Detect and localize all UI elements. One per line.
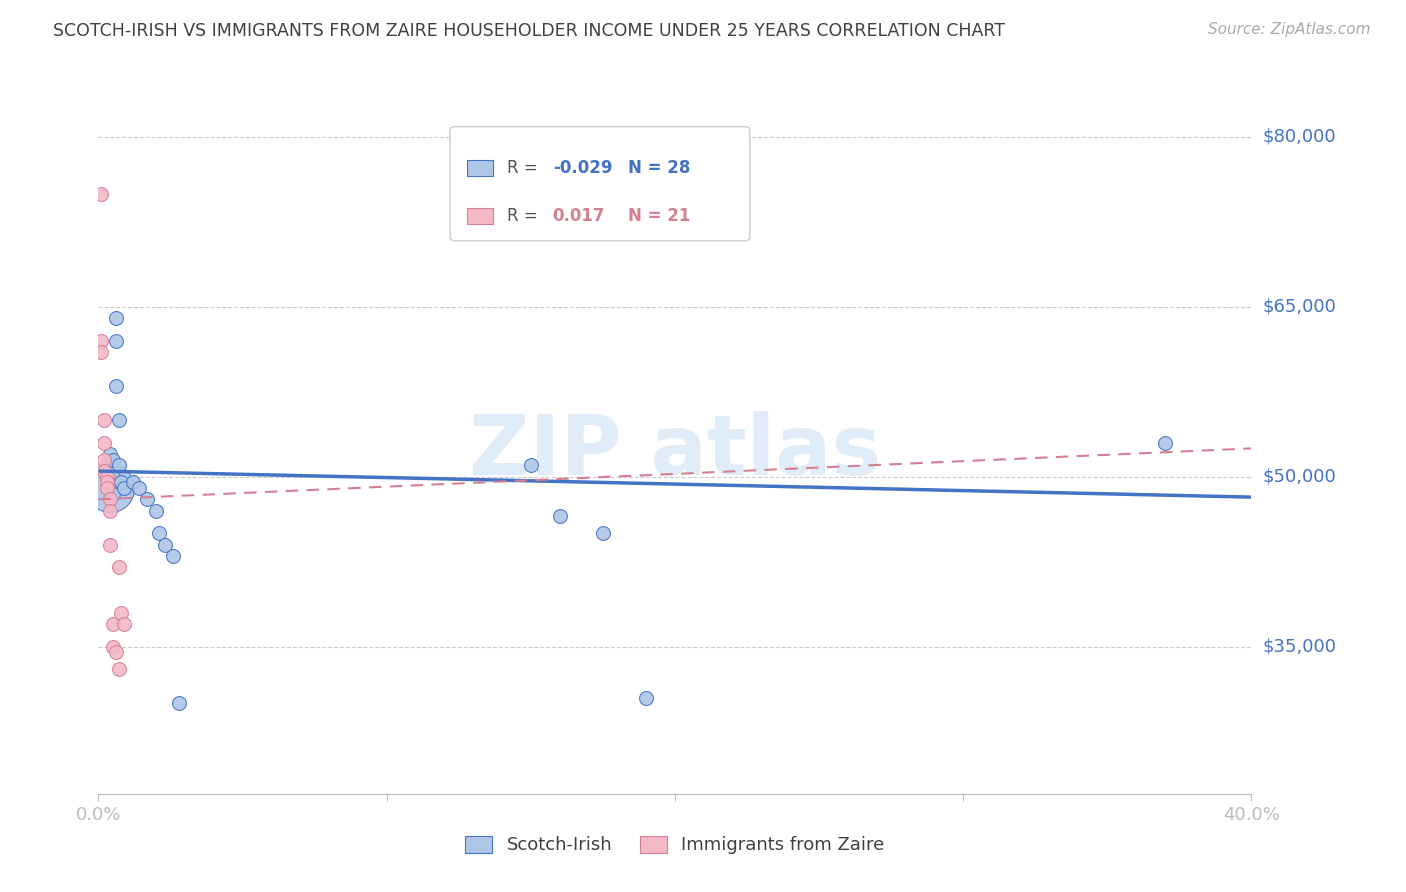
- Text: R =: R =: [506, 159, 543, 177]
- Point: [96, 469, 118, 483]
- Point: [136, 492, 159, 507]
- Point: [145, 504, 167, 518]
- Text: -0.029: -0.029: [553, 159, 612, 177]
- Point: [101, 452, 124, 467]
- Point: [112, 617, 135, 632]
- Point: [96, 481, 118, 495]
- Point: [104, 379, 127, 393]
- Point: [107, 413, 129, 427]
- Text: $65,000: $65,000: [1263, 298, 1337, 316]
- FancyBboxPatch shape: [467, 160, 492, 176]
- Point: [93, 452, 115, 467]
- Point: [90, 345, 112, 359]
- Point: [167, 696, 190, 710]
- Point: [101, 640, 124, 654]
- Text: R =: R =: [506, 207, 543, 225]
- Point: [93, 464, 115, 478]
- Point: [592, 526, 614, 541]
- Point: [104, 645, 127, 659]
- Point: [112, 481, 135, 495]
- Point: [101, 469, 124, 483]
- Point: [520, 458, 543, 473]
- Point: [101, 617, 124, 632]
- Point: [93, 435, 115, 450]
- Point: [548, 509, 571, 524]
- Point: [90, 186, 112, 201]
- Point: [96, 458, 118, 473]
- Point: [162, 549, 184, 563]
- Point: [148, 526, 170, 541]
- FancyBboxPatch shape: [467, 208, 492, 224]
- Text: SCOTCH-IRISH VS IMMIGRANTS FROM ZAIRE HOUSEHOLDER INCOME UNDER 25 YEARS CORRELAT: SCOTCH-IRISH VS IMMIGRANTS FROM ZAIRE HO…: [53, 22, 1005, 40]
- Point: [96, 475, 118, 490]
- Point: [122, 475, 145, 490]
- Point: [98, 447, 121, 461]
- Text: 0.017: 0.017: [553, 207, 605, 225]
- Text: N = 28: N = 28: [627, 159, 690, 177]
- Point: [98, 481, 121, 495]
- Text: $35,000: $35,000: [1263, 638, 1337, 656]
- Point: [98, 469, 121, 483]
- Text: $80,000: $80,000: [1263, 128, 1337, 146]
- Point: [98, 538, 121, 552]
- Point: [110, 475, 132, 490]
- Point: [636, 690, 658, 705]
- Point: [104, 334, 127, 348]
- Text: $50,000: $50,000: [1263, 467, 1337, 486]
- Point: [98, 492, 121, 507]
- Point: [107, 662, 129, 676]
- Legend: Scotch-Irish, Immigrants from Zaire: Scotch-Irish, Immigrants from Zaire: [457, 827, 893, 863]
- Point: [110, 606, 132, 620]
- Point: [128, 481, 150, 495]
- Point: [96, 475, 118, 490]
- Point: [104, 311, 127, 326]
- Text: N = 21: N = 21: [627, 207, 690, 225]
- Point: [1154, 435, 1177, 450]
- Text: ZIP atlas: ZIP atlas: [468, 411, 882, 491]
- Point: [93, 413, 115, 427]
- FancyBboxPatch shape: [450, 127, 749, 241]
- Point: [153, 538, 176, 552]
- Point: [90, 334, 112, 348]
- Text: Source: ZipAtlas.com: Source: ZipAtlas.com: [1208, 22, 1371, 37]
- Point: [107, 560, 129, 574]
- Point: [107, 458, 129, 473]
- Point: [101, 486, 124, 500]
- Point: [98, 504, 121, 518]
